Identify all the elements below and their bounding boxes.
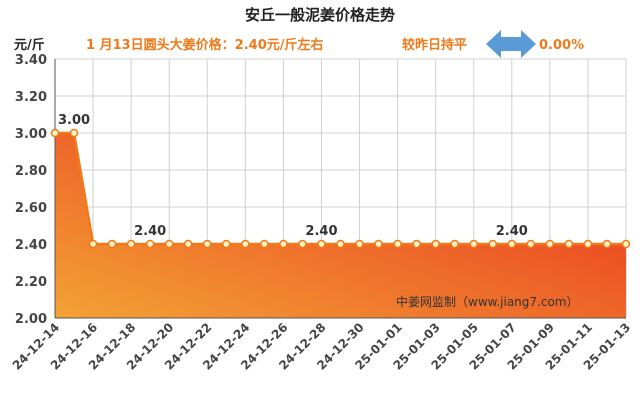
area-fill <box>55 133 626 318</box>
data-point <box>564 239 574 249</box>
y-tick-label: 2.80 <box>15 164 47 179</box>
data-point <box>393 239 402 249</box>
data-label: 2.40 <box>134 224 166 239</box>
data-labels: 3.00 2.40 2.40 2.40 <box>58 113 528 239</box>
data-point <box>412 239 421 249</box>
data-point <box>260 239 269 249</box>
data-point <box>298 239 307 249</box>
axes <box>54 59 626 319</box>
x-tick-labels: 24-12-1424-12-1624-12-1824-12-2024-12-22… <box>10 320 633 372</box>
change-percent: 0.00% <box>539 38 584 53</box>
y-tick-label: 3.40 <box>15 53 47 68</box>
y-tick-label: 2.60 <box>15 201 47 216</box>
watermark: 中姜网监制（www.jiang7.com） <box>396 294 578 309</box>
y-tick-label: 2.20 <box>15 275 47 290</box>
data-point <box>183 239 193 249</box>
data-point <box>355 239 364 249</box>
data-point <box>88 239 98 249</box>
data-label: 3.00 <box>58 113 90 128</box>
y-tick-label: 3.00 <box>15 127 47 142</box>
data-point <box>507 239 517 249</box>
y-tick-label: 2.00 <box>15 312 47 327</box>
data-point <box>222 239 231 249</box>
y-tick-label: 3.20 <box>15 90 47 105</box>
data-point <box>203 239 212 249</box>
y-tick-label: 2.40 <box>15 238 47 253</box>
data-point <box>145 239 155 249</box>
data-point <box>336 239 345 249</box>
data-point <box>374 239 383 249</box>
data-point <box>545 239 555 249</box>
data-point <box>164 239 174 249</box>
data-point <box>431 239 440 249</box>
data-point <box>241 239 250 249</box>
data-point <box>526 239 536 249</box>
data-point <box>602 239 612 249</box>
data-point <box>583 239 593 249</box>
data-label: 2.40 <box>305 224 337 239</box>
flat-arrow-icon <box>486 30 536 58</box>
compare-text: 较昨日持平 <box>402 37 467 53</box>
chart-title: 安丘一般泥姜价格走势 <box>245 6 395 24</box>
data-point <box>50 128 60 138</box>
data-point <box>317 239 326 249</box>
data-label: 2.40 <box>496 224 528 239</box>
data-point <box>621 239 631 249</box>
data-point <box>279 239 288 249</box>
y-unit-label: 元/斤 <box>14 37 45 53</box>
data-markers <box>50 128 631 249</box>
data-point <box>469 239 478 249</box>
y-tick-labels: 2.00 2.20 2.40 2.60 2.80 3.00 3.20 3.40 <box>15 53 47 327</box>
data-point <box>107 239 117 249</box>
data-point <box>450 239 459 249</box>
price-subtitle: 1 月13日圆头大姜价格：2.40元/斤左右 <box>86 37 324 53</box>
data-point <box>488 239 498 249</box>
data-point <box>69 128 79 138</box>
data-point <box>126 239 136 249</box>
